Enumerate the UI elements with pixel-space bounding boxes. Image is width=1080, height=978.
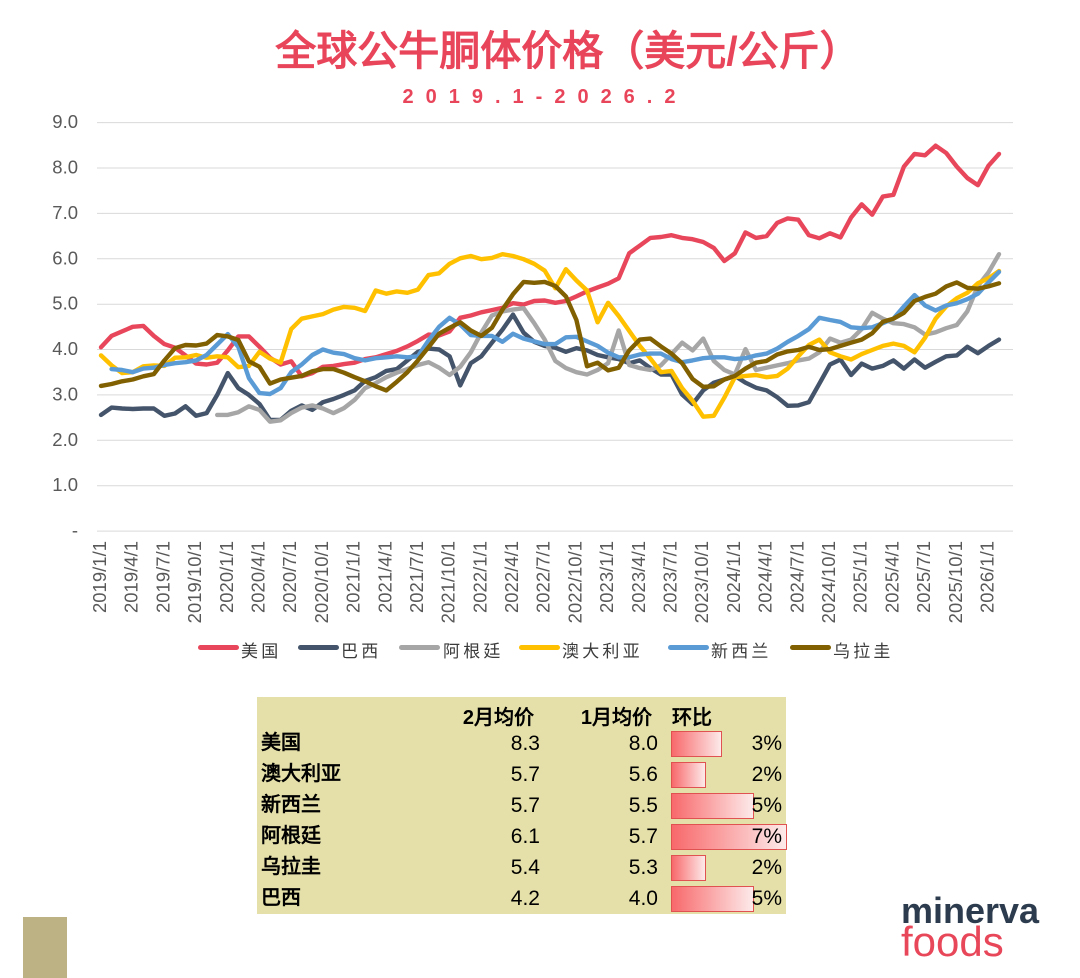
svg-text:2024/7/1: 2024/7/1	[786, 541, 807, 613]
svg-text:4.0: 4.0	[52, 338, 78, 359]
svg-text:2.0: 2.0	[52, 429, 78, 450]
svg-text:2020/1/1: 2020/1/1	[216, 541, 237, 613]
svg-text:1.0: 1.0	[52, 474, 78, 495]
svg-text:2025/1/1: 2025/1/1	[850, 541, 871, 613]
svg-text:5.0: 5.0	[52, 293, 78, 314]
svg-text:2024/10/1: 2024/10/1	[818, 541, 839, 623]
svg-text:6.0: 6.0	[52, 247, 78, 268]
svg-text:2024/1/1: 2024/1/1	[723, 541, 744, 613]
svg-text:2025/4/1: 2025/4/1	[881, 541, 902, 613]
svg-text:2022/4/1: 2022/4/1	[501, 541, 522, 613]
svg-text:2020/10/1: 2020/10/1	[311, 541, 332, 623]
svg-text:2025/10/1: 2025/10/1	[945, 541, 966, 623]
svg-text:2021/7/1: 2021/7/1	[406, 541, 427, 613]
svg-text:2020/7/1: 2020/7/1	[279, 541, 300, 613]
svg-text:2022/7/1: 2022/7/1	[533, 541, 554, 613]
svg-text:2023/4/1: 2023/4/1	[628, 541, 649, 613]
svg-text:2023/1/1: 2023/1/1	[596, 541, 617, 613]
svg-text:2019/10/1: 2019/10/1	[184, 541, 205, 623]
svg-text:2021/4/1: 2021/4/1	[374, 541, 395, 613]
svg-text:2026/1/1: 2026/1/1	[977, 541, 998, 613]
svg-text:7.0: 7.0	[52, 202, 78, 223]
svg-text:-: -	[72, 520, 78, 541]
svg-text:2019/1/1: 2019/1/1	[89, 541, 110, 613]
svg-text:3.0: 3.0	[52, 383, 78, 404]
svg-text:2019/7/1: 2019/7/1	[152, 541, 173, 613]
svg-text:2021/10/1: 2021/10/1	[438, 541, 459, 623]
svg-text:2025/7/1: 2025/7/1	[913, 541, 934, 613]
svg-text:2024/4/1: 2024/4/1	[755, 541, 776, 613]
svg-text:2023/10/1: 2023/10/1	[691, 541, 712, 623]
svg-text:2023/7/1: 2023/7/1	[660, 541, 681, 613]
svg-text:8.0: 8.0	[52, 157, 78, 178]
svg-text:9.0: 9.0	[52, 111, 78, 132]
svg-text:2020/4/1: 2020/4/1	[248, 541, 269, 613]
svg-text:2022/1/1: 2022/1/1	[469, 541, 490, 613]
svg-text:2022/10/1: 2022/10/1	[564, 541, 585, 623]
svg-text:2021/1/1: 2021/1/1	[343, 541, 364, 613]
svg-text:2019/4/1: 2019/4/1	[121, 541, 142, 613]
